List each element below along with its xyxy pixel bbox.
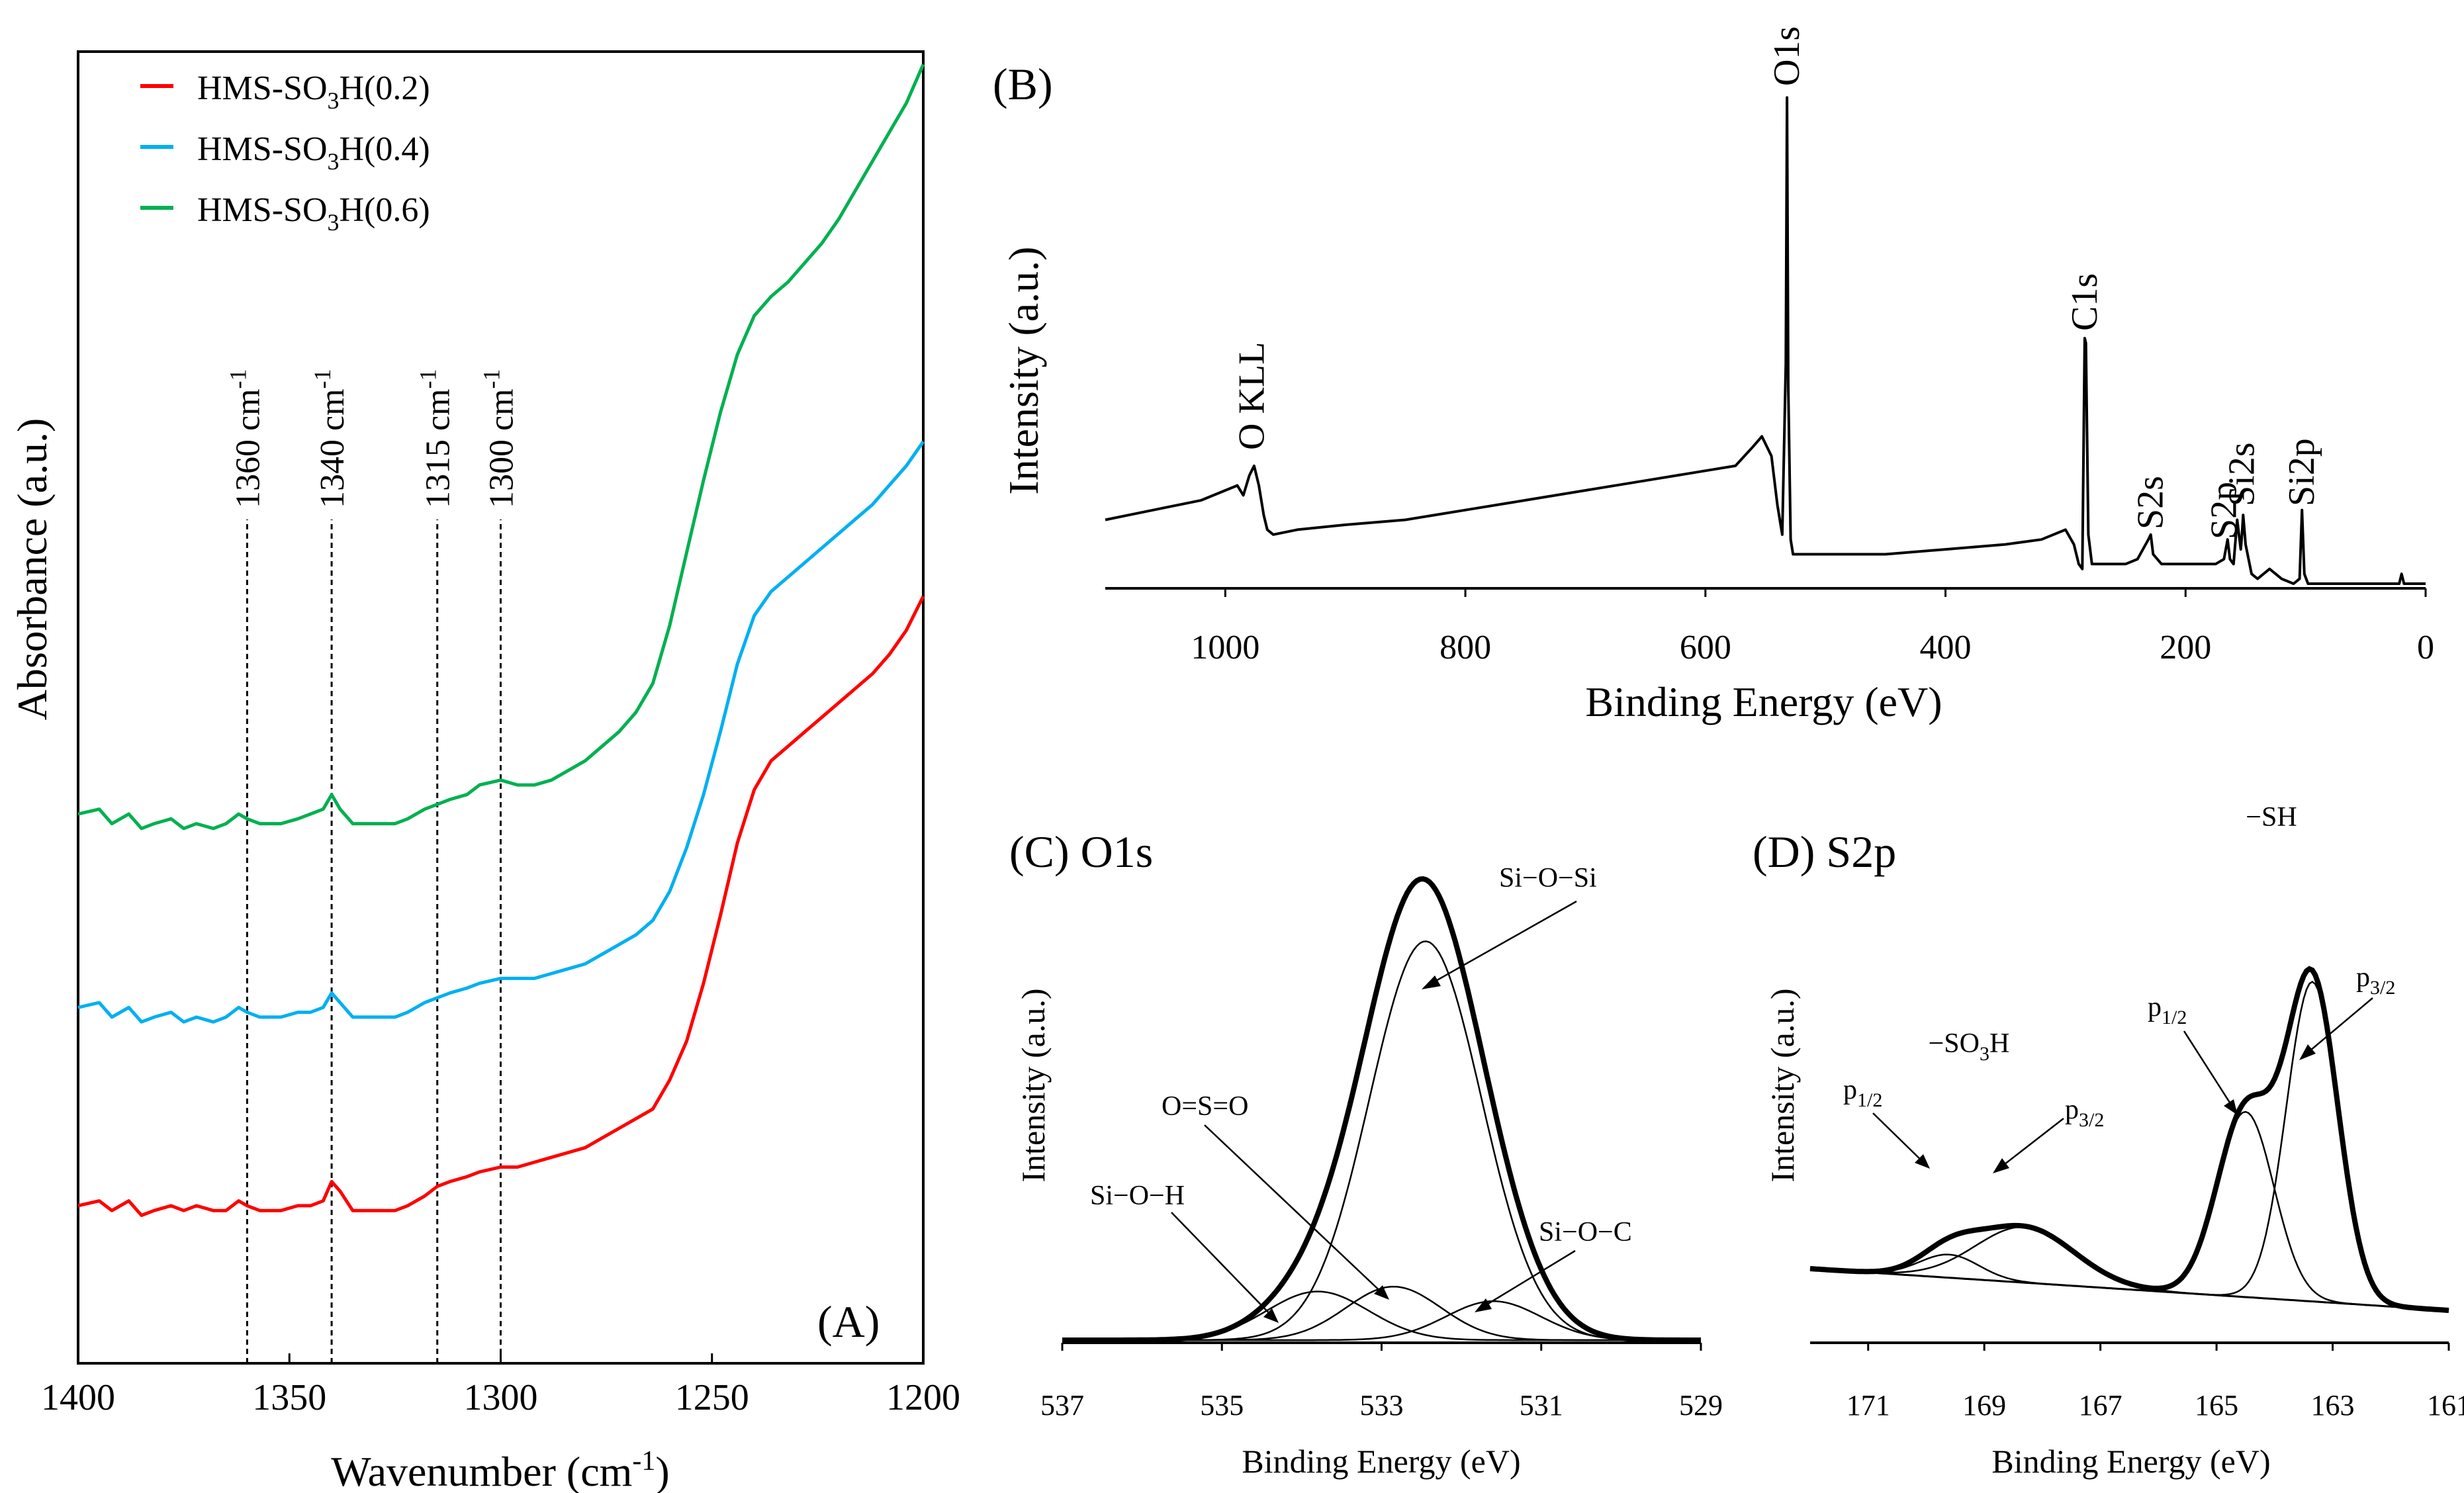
group-label-sh: −SH	[2246, 802, 2297, 833]
component-curve-1	[1809, 1226, 2449, 1312]
panel-c-x-tick-label-2: 533	[1360, 1389, 1404, 1422]
panel-a-x-tick-label-2: 1300	[464, 1377, 538, 1418]
panel-b-x-tick-label-3: 400	[1920, 629, 1972, 666]
panel-c-label: (C) O1s	[1009, 827, 1153, 877]
panel-d-x-tick-label-2: 167	[2079, 1389, 2122, 1422]
arrow-si-o-si	[1422, 900, 1577, 989]
panel-b-x-tick-label-4: 200	[2160, 629, 2211, 666]
subpeak-label-sh-p12: p1/2	[2148, 992, 2187, 1028]
panel-b-x-ticks: 1000 800 600 400 200 0	[1191, 588, 2434, 666]
panel-b-y-axis-label: Intensity (a.u.)	[1000, 247, 1047, 495]
peak-label-2: C1s	[2064, 273, 2105, 331]
peak-label-4: S2p	[2203, 482, 2244, 539]
panel-a-reference-lines: 1360 cm-1 1340 cm-1 1315 cm-1 1300 cm-1	[224, 369, 521, 1363]
panel-d-series	[1809, 966, 2449, 1313]
peak-label-5: Si2s	[2222, 443, 2263, 507]
series-line-0	[77, 595, 925, 1217]
subpeak-label-so3h-p32: p3/2	[2065, 1095, 2104, 1131]
ref-line-label-1315: 1315 cm-1	[415, 369, 457, 508]
panel-a-x-tick-label-1: 1350	[252, 1377, 326, 1418]
panel-d-x-tick-label-3: 165	[2195, 1389, 2238, 1422]
envelope-fit-curve	[1809, 966, 2449, 1313]
peak-label-0: O KLL	[1231, 342, 1272, 450]
arrow-so3h-p32	[1993, 1118, 2064, 1173]
panel-c-x-ticks: 537 535 533 531 529	[1040, 1343, 1723, 1422]
panel-c-x-tick-label-0: 537	[1040, 1389, 1084, 1422]
panel-b-series	[1105, 96, 2426, 585]
component-label-o-s-o: O=S=O	[1162, 1091, 1248, 1122]
peak-label-3: S2s	[2130, 476, 2171, 529]
legend-label-0: HMS-SO3H(0.2)	[197, 69, 430, 114]
component-label-si-o-c: Si−O−C	[1539, 1217, 1632, 1247]
panel-c-x-tick-label-1: 535	[1200, 1389, 1244, 1422]
panel-a-label: (A)	[817, 1296, 880, 1347]
panel-c-x-tick-label-3: 531	[1520, 1389, 1563, 1422]
panel-b-x-axis-label: Binding Energy (eV)	[1585, 678, 1942, 725]
panel-d-x-ticks: 171 169 167 165 163 161	[1847, 1343, 2464, 1422]
ref-line-label-1360: 1360 cm-1	[224, 369, 267, 508]
panel-d-x-tick-label-4: 163	[2311, 1389, 2355, 1422]
arrow-sh-p32	[2299, 997, 2373, 1060]
panel-d-label: (D) S2p	[1753, 827, 1896, 877]
peak-label-1: O1s	[1766, 26, 1807, 86]
panel-a-legend: HMS-SO3H(0.2) HMS-SO3H(0.4) HMS-SO3H(0.6…	[140, 69, 430, 236]
subpeak-label-sh-p32: p3/2	[2356, 962, 2395, 999]
panel-a-x-tick-label-3: 1250	[675, 1377, 749, 1418]
panel-b-x-tick-label-5: 0	[2417, 629, 2434, 666]
envelope-fit-curve	[1062, 876, 1701, 1343]
ref-line-label-1300: 1300 cm-1	[479, 369, 521, 508]
series-line-2	[77, 64, 925, 831]
panel-a: 1360 cm-1 1340 cm-1 1315 cm-1 1300 cm-1 140…	[9, 50, 960, 1493]
panel-d-x-tick-label-5: 161	[2427, 1389, 2464, 1422]
panel-c-series	[1062, 876, 1701, 1343]
arrow-o-s-o	[1204, 1124, 1389, 1300]
panel-a-x-ticks: 1400 1350 1300 1250 1200	[41, 1353, 960, 1418]
legend-label-2: HMS-SO3H(0.6)	[197, 191, 430, 236]
panel-d-x-tick-label-1: 169	[1962, 1389, 2006, 1422]
panel-b-x-tick-label-1: 800	[1439, 629, 1491, 666]
component-label-si-o-si: Si−O−Si	[1499, 863, 1597, 893]
component-curve-0	[1062, 940, 1701, 1341]
panel-d: 171 169 167 165 163 161 −SH −SO3H p1/2 p3/2 p…	[1753, 802, 2464, 1480]
component-label-si-o-h: Si−O−H	[1090, 1181, 1185, 1211]
ref-line-label-1340: 1340 cm-1	[309, 369, 351, 508]
panel-c-y-axis-label: Intensity (a.u.)	[1015, 989, 1052, 1183]
arrow-sh-p12	[2183, 1030, 2238, 1115]
arrow-si-o-h	[1171, 1212, 1279, 1323]
panel-b-label: (B)	[993, 59, 1053, 109]
panel-b-x-tick-label-2: 600	[1680, 629, 1731, 666]
panel-a-y-axis-label: Absorbance (a.u.)	[9, 418, 56, 721]
panel-a-series	[77, 64, 925, 1217]
panel-c-x-tick-label-4: 529	[1679, 1389, 1723, 1422]
panel-c-component-labels: Si−O−Si O=S=O Si−O−H Si−O−C	[1090, 863, 1632, 1323]
series-line-1	[77, 440, 925, 1024]
panel-a-x-tick-label-4: 1200	[886, 1377, 960, 1418]
panel-d-peak-labels: −SH −SO3H p1/2 p3/2 p1/2 p3/2	[1843, 802, 2395, 1173]
panel-c: 537 535 533 531 529 Si−O−Si O=S=O Si−O−H Si−…	[1009, 827, 1723, 1480]
arrow-so3h-p12	[1872, 1112, 1930, 1169]
subpeak-label-so3h-p12: p1/2	[1843, 1075, 1882, 1111]
panel-d-y-axis-label: Intensity (a.u.)	[1764, 989, 1801, 1183]
panel-c-x-axis-label: Binding Energy (eV)	[1242, 1443, 1520, 1480]
panel-d-x-tick-label-0: 171	[1847, 1389, 1890, 1422]
peak-label-6: Si2p	[2281, 438, 2322, 506]
panel-d-x-axis-label: Binding Energy (eV)	[1991, 1443, 2270, 1480]
panel-b-x-tick-label-0: 1000	[1191, 629, 1259, 666]
group-label-so3h: −SO3H	[1929, 1028, 2010, 1065]
panel-a-x-axis-label: Wavenumber (cm-1)	[331, 1446, 669, 1493]
arrow-si-o-c	[1475, 1249, 1576, 1312]
panel-a-x-tick-label-0: 1400	[41, 1377, 115, 1418]
legend-label-1: HMS-SO3H(0.4)	[197, 130, 430, 175]
survey-spectrum-line	[1105, 96, 2426, 585]
